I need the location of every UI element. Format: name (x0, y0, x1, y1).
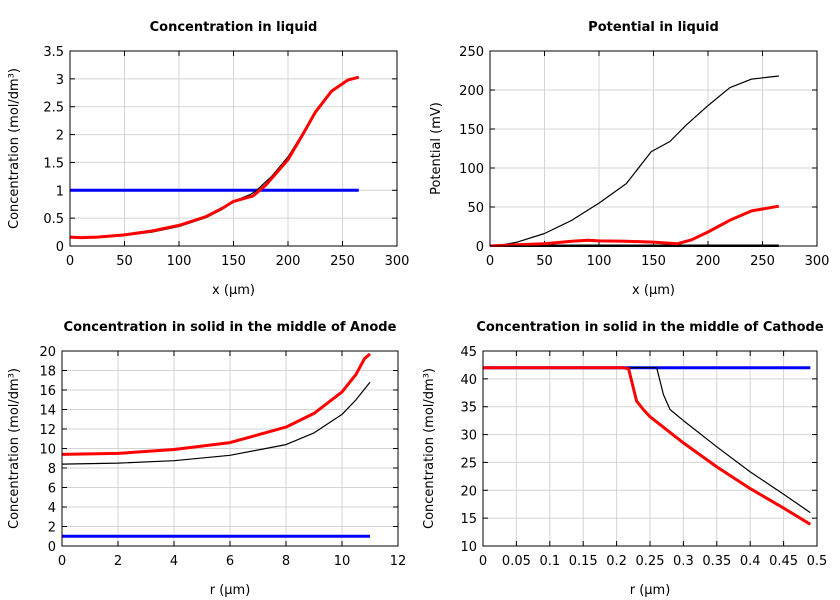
y-tick-label: 2 (48, 521, 56, 536)
y-axis-label: Concentration (mol/dm³) (7, 68, 22, 229)
y-tick-label: 10 (460, 540, 477, 555)
x-tick-label: 0 (66, 254, 74, 269)
chart-title: Potential in liquid (588, 20, 719, 35)
y-tick-label: 0.5 (43, 212, 64, 227)
plot-frame (489, 50, 818, 247)
x-tick-label: 12 (390, 554, 407, 569)
y-tick-label: 0 (56, 240, 64, 255)
x-tick-label: 250 (750, 254, 775, 269)
y-tick-label: 45 (460, 345, 477, 360)
x-tick-label: 0 (58, 554, 66, 569)
x-tick-label: 0.25 (636, 554, 665, 569)
y-tick-label: 0 (476, 240, 484, 255)
x-tick-label: 8 (282, 554, 290, 569)
x-tick-label: 50 (536, 254, 553, 269)
x-tick-label: 200 (696, 254, 721, 269)
x-axis-label: x (µm) (632, 283, 675, 298)
x-tick-label: 300 (805, 254, 830, 269)
y-tick-label: 18 (39, 365, 56, 380)
x-axis-label: r (µm) (210, 583, 251, 598)
subplot-2: 0 50 100 150 200 250 300 0 50 100 150 200 250 Potenti… (429, 20, 829, 298)
x-tick-label: 0.2 (606, 554, 627, 569)
y-tick-label: 8 (48, 462, 56, 477)
y-tick-label: 30 (460, 429, 477, 444)
x-tick-label: 0.3 (673, 554, 694, 569)
y-tick-label: 15 (460, 512, 477, 527)
y-axis-label: Concentration (mol/dm³) (422, 368, 437, 529)
chart-title: Concentration in solid in the middle of … (476, 320, 824, 335)
y-tick-label: 0 (48, 540, 56, 555)
x-tick-label: 100 (167, 254, 192, 269)
y-tick-label: 1.5 (43, 156, 64, 171)
y-tick-label: 14 (39, 404, 56, 419)
series-line-2 (490, 75, 779, 247)
y-tick-label: 100 (459, 162, 484, 177)
y-tick-label: 20 (460, 484, 477, 499)
y-axis-label: Potential (mV) (429, 102, 444, 195)
x-tick-label: 2 (114, 554, 122, 569)
x-tick-label: 10 (334, 554, 351, 569)
y-tick-label: 200 (459, 84, 484, 99)
y-tick-label: 50 (467, 201, 484, 216)
x-tick-label: 0 (486, 254, 494, 269)
y-tick-label: 20 (39, 345, 56, 360)
x-tick-label: 50 (116, 254, 133, 269)
x-axis-label: x (µm) (212, 283, 255, 298)
x-tick-label: 200 (276, 254, 301, 269)
series-line-3 (483, 366, 812, 526)
y-tick-label: 150 (459, 123, 484, 138)
subplot-3: 0 2 4 6 8 10 12 0 2 4 6 8 10 12 14 16 18 20 Concentration … (7, 320, 406, 598)
x-tick-label: 0.45 (769, 554, 798, 569)
x-tick-label: 0.15 (569, 554, 598, 569)
series-line-2 (483, 367, 811, 514)
series-line-3 (70, 75, 360, 240)
y-tick-label: 2 (56, 129, 64, 144)
y-tick-label: 35 (460, 401, 477, 416)
subplot-4: 0 0.05 0.1 0.15 0.2 0.25 0.3 0.35 0.4 0.45 0.5 10 15… (422, 320, 827, 598)
x-tick-label: 100 (587, 254, 612, 269)
x-tick-label: 0.35 (702, 554, 731, 569)
y-tick-label: 4 (48, 501, 56, 516)
x-tick-label: 150 (641, 254, 666, 269)
x-axis-label: r (µm) (630, 583, 671, 598)
y-tick-label: 2.5 (43, 101, 64, 116)
series-line-2 (62, 381, 371, 465)
y-tick-label: 250 (459, 45, 484, 60)
y-tick-label: 1 (56, 184, 64, 199)
x-tick-label: 250 (330, 254, 355, 269)
x-tick-label: 6 (226, 554, 234, 569)
x-tick-label: 300 (385, 254, 410, 269)
plot-frame (69, 50, 398, 247)
y-tick-label: 3 (56, 73, 64, 88)
y-tick-label: 16 (39, 384, 56, 399)
series-line-3 (490, 204, 780, 247)
y-tick-label: 10 (39, 443, 56, 458)
y-tick-label: 25 (460, 456, 477, 471)
x-tick-label: 0.5 (807, 554, 828, 569)
x-tick-label: 0.05 (502, 554, 531, 569)
y-tick-label: 12 (39, 423, 56, 438)
y-axis-label: Concentration (mol/dm³) (7, 368, 22, 529)
x-tick-label: 0 (479, 554, 487, 569)
subplot-1: 0 50 100 150 200 250 300 0 0.5 1 1.5 2 2.5 3 3.5 Concen… (7, 20, 409, 298)
x-tick-label: 0.1 (539, 554, 560, 569)
chart-title: Concentration in liquid (150, 20, 318, 35)
y-tick-label: 6 (48, 482, 56, 497)
x-tick-label: 150 (221, 254, 246, 269)
y-tick-label: 40 (460, 373, 477, 388)
y-tick-label: 3.5 (43, 45, 64, 60)
x-tick-label: 0.4 (740, 554, 761, 569)
x-tick-label: 4 (170, 554, 178, 569)
chart-title: Concentration in solid in the middle of … (64, 320, 397, 335)
plot-frame (61, 350, 399, 547)
series-line-3 (62, 352, 371, 456)
plot-frame (482, 350, 818, 547)
